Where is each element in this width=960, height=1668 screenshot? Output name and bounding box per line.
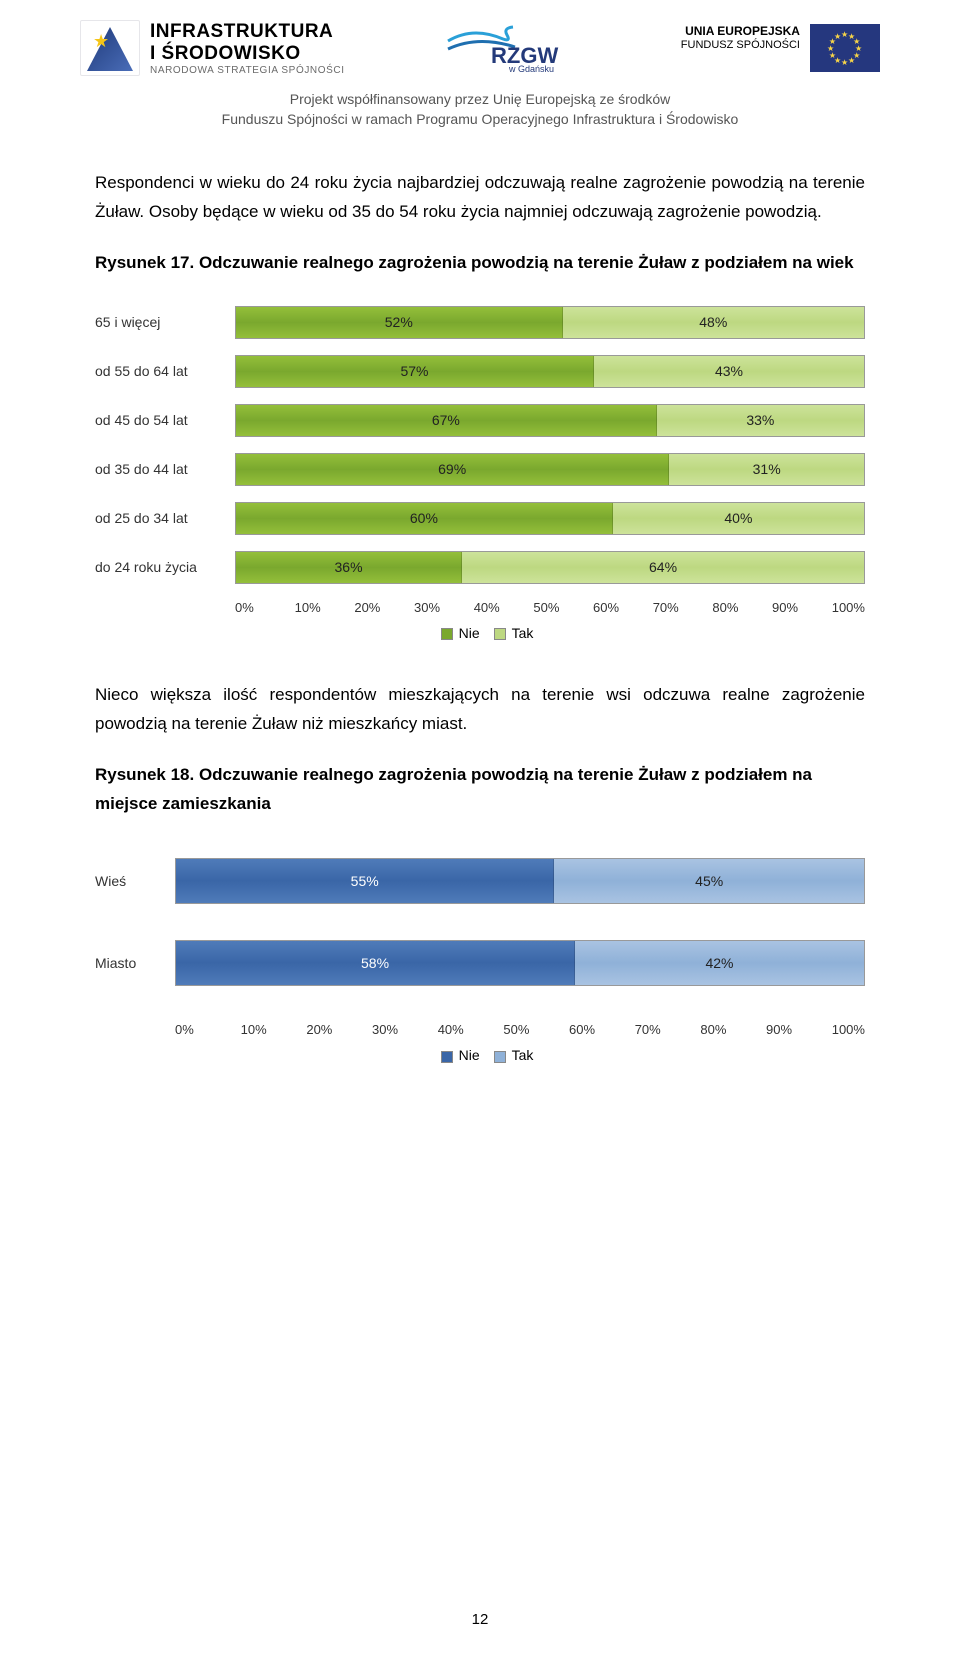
bar-track: 52%48% <box>235 306 865 339</box>
bar-label: 65 i więcej <box>95 314 235 330</box>
bar-segment-nie: 57% <box>236 356 594 387</box>
bar-track: 36%64% <box>235 551 865 584</box>
bar-label: od 55 do 64 lat <box>95 363 235 379</box>
bar-segment-tak: 64% <box>462 552 864 583</box>
svg-text:w Gdańsku: w Gdańsku <box>508 64 554 73</box>
x-axis: 0%10%20%30%40%50%60%70%80%90%100% <box>235 600 865 615</box>
axis-tick: 70% <box>653 600 713 615</box>
bar-row: do 24 roku życia36%64% <box>95 551 865 584</box>
bar-row: od 45 do 54 lat67%33% <box>95 404 865 437</box>
eu-line2: FUNDUSZ SPÓJNOŚCI <box>681 39 800 53</box>
legend: NieTak <box>95 1047 865 1063</box>
axis-tick: 90% <box>772 600 832 615</box>
bar-row: od 25 do 34 lat60%40% <box>95 502 865 535</box>
figure-17-title: Rysunek 17. Odczuwanie realnego zagrożen… <box>95 249 865 278</box>
rzgw-icon: RZGW w Gdańsku <box>443 23 583 73</box>
bar-segment-tak: 42% <box>575 941 864 985</box>
axis-tick: 0% <box>175 1022 241 1037</box>
bar-track: 55%45% <box>175 858 865 904</box>
bar-row: Miasto58%42% <box>95 940 865 986</box>
bar-segment-tak: 33% <box>657 405 864 436</box>
axis-tick: 80% <box>712 600 772 615</box>
axis-tick: 80% <box>700 1022 766 1037</box>
eu-text: UNIA EUROPEJSKA FUNDUSZ SPÓJNOŚCI <box>681 24 800 53</box>
project-subheader: Projekt współfinansowany przez Unię Euro… <box>0 90 960 129</box>
bar-segment-nie: 69% <box>236 454 669 485</box>
axis-tick: 10% <box>295 600 355 615</box>
bar-label: do 24 roku życia <box>95 559 235 575</box>
paragraph-2: Nieco większa ilość respondentów mieszka… <box>95 681 865 739</box>
chart-place: Wieś55%45% Miasto58%42% 0%10%20%30%40%50%6… <box>95 858 865 1063</box>
eu-flag-icon: ★★★★★★★★★★★★ <box>810 24 880 72</box>
bar-track: 58%42% <box>175 940 865 986</box>
bar-label: od 25 do 34 lat <box>95 510 235 526</box>
bar-segment-nie: 60% <box>236 503 613 534</box>
bar-segment-tak: 31% <box>669 454 864 485</box>
bar-row: Wieś55%45% <box>95 858 865 904</box>
axis-tick: 70% <box>635 1022 701 1037</box>
is-text: INFRASTRUKTURA I ŚRODOWISKO NARODOWA STR… <box>150 21 345 76</box>
logo-rzgw: RZGW w Gdańsku <box>443 23 583 73</box>
axis-tick: 20% <box>306 1022 372 1037</box>
bar-segment-tak: 48% <box>563 307 864 338</box>
axis-tick: 40% <box>438 1022 504 1037</box>
content: Respondenci w wieku do 24 roku życia naj… <box>0 129 960 1063</box>
bar-track: 67%33% <box>235 404 865 437</box>
page-number: 12 <box>0 1611 960 1628</box>
bar-track: 60%40% <box>235 502 865 535</box>
axis-tick: 30% <box>414 600 474 615</box>
bar-label: od 35 do 44 lat <box>95 461 235 477</box>
bar-segment-nie: 36% <box>236 552 462 583</box>
subheader-line2: Funduszu Spójności w ramach Programu Ope… <box>0 110 960 130</box>
bar-row: od 35 do 44 lat69%31% <box>95 453 865 486</box>
bar-segment-nie: 58% <box>176 941 575 985</box>
bar-label: Wieś <box>95 873 175 889</box>
bar-segment-nie: 67% <box>236 405 657 436</box>
axis-tick: 10% <box>241 1022 307 1037</box>
axis-tick: 40% <box>474 600 534 615</box>
bar-label: Miasto <box>95 955 175 971</box>
axis-tick: 60% <box>593 600 653 615</box>
axis-tick: 50% <box>503 1022 569 1037</box>
bar-segment-nie: 55% <box>176 859 554 903</box>
legend: NieTak <box>95 625 865 641</box>
bar-segment-tak: 43% <box>594 356 864 387</box>
bar-segment-tak: 45% <box>554 859 864 903</box>
chart-age: 65 i więcej52%48%od 55 do 64 lat57%43%od… <box>95 306 865 641</box>
bar-track: 57%43% <box>235 355 865 388</box>
is-line2: I ŚRODOWISKO <box>150 43 345 65</box>
axis-tick: 90% <box>766 1022 832 1037</box>
is-line1: INFRASTRUKTURA <box>150 21 345 43</box>
x-axis: 0%10%20%30%40%50%60%70%80%90%100% <box>175 1022 865 1037</box>
page-header: INFRASTRUKTURA I ŚRODOWISKO NARODOWA STR… <box>0 0 960 84</box>
axis-tick: 30% <box>372 1022 438 1037</box>
axis-tick: 50% <box>533 600 593 615</box>
paragraph-1: Respondenci w wieku do 24 roku życia naj… <box>95 169 865 227</box>
bar-track: 69%31% <box>235 453 865 486</box>
bar-segment-tak: 40% <box>613 503 864 534</box>
axis-tick: 60% <box>569 1022 635 1037</box>
eu-line1: UNIA EUROPEJSKA <box>681 24 800 39</box>
bar-row: 65 i więcej52%48% <box>95 306 865 339</box>
bar-segment-nie: 52% <box>236 307 563 338</box>
logo-infrastruktura: INFRASTRUKTURA I ŚRODOWISKO NARODOWA STR… <box>80 20 345 76</box>
logo-eu: UNIA EUROPEJSKA FUNDUSZ SPÓJNOŚCI ★★★★★★… <box>681 24 880 72</box>
bar-row: od 55 do 64 lat57%43% <box>95 355 865 388</box>
is-icon <box>80 20 140 76</box>
subheader-line1: Projekt współfinansowany przez Unię Euro… <box>0 90 960 110</box>
figure-18-title: Rysunek 18. Odczuwanie realnego zagrożen… <box>95 761 865 819</box>
bar-label: od 45 do 54 lat <box>95 412 235 428</box>
is-line3: NARODOWA STRATEGIA SPÓJNOŚCI <box>150 65 345 76</box>
axis-tick: 100% <box>832 1022 865 1037</box>
axis-tick: 0% <box>235 600 295 615</box>
axis-tick: 20% <box>354 600 414 615</box>
axis-tick: 100% <box>832 600 865 615</box>
